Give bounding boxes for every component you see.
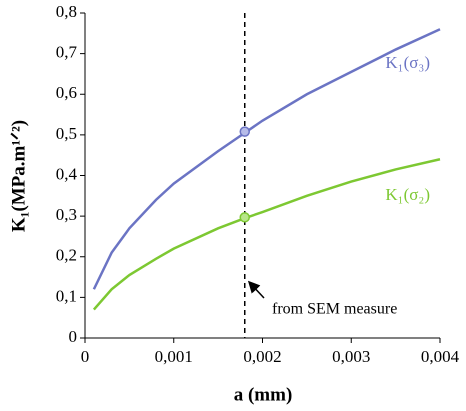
- y-axis-label: K₁(MPa.m¹ᐟ²): [8, 120, 29, 232]
- series-label: K₁(σ₂): [385, 185, 430, 204]
- y-tick-label: 0,3: [56, 205, 77, 224]
- y-tick-label: 0,5: [56, 124, 77, 143]
- point-marker: [239, 126, 250, 137]
- x-axis-label: a (mm): [234, 384, 293, 405]
- y-tick-label: 0: [69, 327, 78, 346]
- x-tick-label: 0,003: [332, 347, 370, 366]
- y-tick-label: 0,4: [56, 164, 78, 183]
- y-tick-label: 0,1: [56, 286, 77, 305]
- x-tick-label: 0,004: [421, 347, 460, 366]
- series-label: K₁(σ₃): [385, 53, 430, 72]
- series-line: [92, 158, 441, 311]
- y-tick-label: 0,8: [56, 2, 77, 21]
- annotation: from SEM measure: [272, 301, 397, 318]
- x-tick-label: 0: [81, 347, 90, 366]
- series-line: [92, 28, 441, 290]
- x-tick-label: 0,001: [155, 347, 193, 366]
- point-marker: [239, 212, 250, 223]
- y-tick-label: 0,6: [56, 83, 77, 102]
- x-tick-label: 0,002: [243, 347, 281, 366]
- y-tick-label: 0,2: [56, 246, 77, 265]
- annotation-arrow: [247, 280, 265, 299]
- y-tick-label: 0,7: [56, 43, 78, 62]
